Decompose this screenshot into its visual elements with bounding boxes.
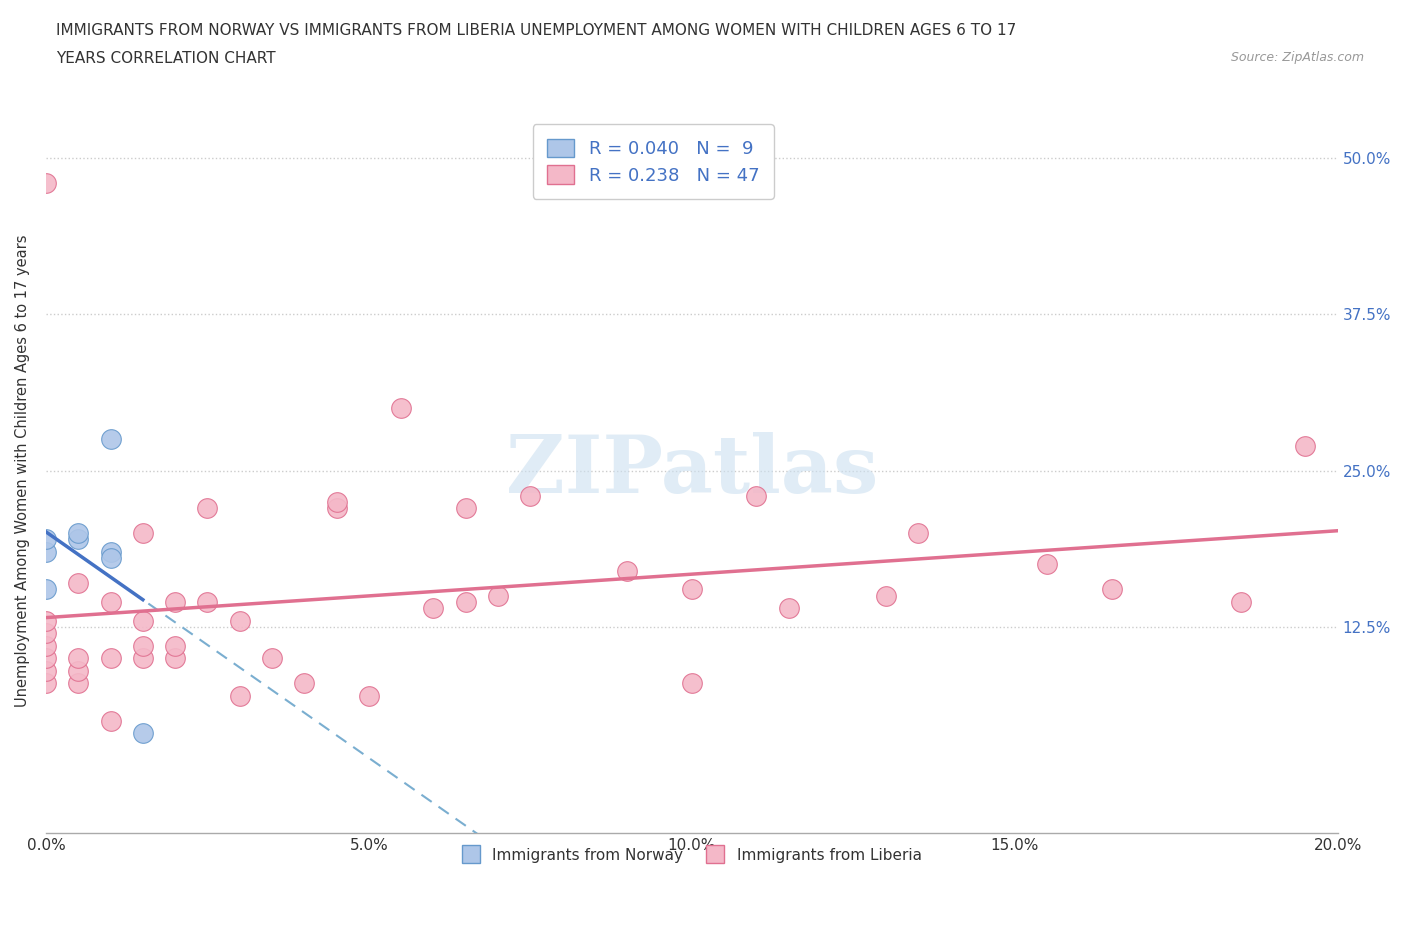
- Point: [519, 488, 541, 503]
- Point: [165, 594, 187, 609]
- Point: [486, 588, 509, 603]
- Point: [132, 725, 155, 740]
- Point: [454, 500, 477, 515]
- Text: Source: ZipAtlas.com: Source: ZipAtlas.com: [1230, 51, 1364, 64]
- Point: [197, 500, 219, 515]
- Point: [132, 525, 155, 540]
- Point: [35, 626, 58, 641]
- Point: [681, 582, 703, 597]
- Point: [67, 676, 90, 691]
- Legend: Immigrants from Norway, Immigrants from Liberia: Immigrants from Norway, Immigrants from …: [456, 842, 928, 869]
- Point: [1036, 557, 1059, 572]
- Point: [67, 576, 90, 591]
- Point: [67, 532, 90, 547]
- Point: [35, 651, 58, 666]
- Point: [422, 601, 444, 616]
- Point: [35, 663, 58, 678]
- Point: [1229, 594, 1251, 609]
- Point: [165, 651, 187, 666]
- Point: [100, 544, 122, 559]
- Point: [454, 594, 477, 609]
- Point: [100, 651, 122, 666]
- Point: [35, 532, 58, 547]
- Point: [35, 613, 58, 628]
- Point: [35, 638, 58, 653]
- Point: [67, 525, 90, 540]
- Y-axis label: Unemployment Among Women with Children Ages 6 to 17 years: Unemployment Among Women with Children A…: [15, 234, 30, 707]
- Point: [100, 594, 122, 609]
- Point: [778, 601, 800, 616]
- Point: [67, 651, 90, 666]
- Point: [132, 613, 155, 628]
- Point: [325, 500, 347, 515]
- Point: [1294, 438, 1316, 453]
- Point: [907, 525, 929, 540]
- Point: [35, 582, 58, 597]
- Point: [165, 638, 187, 653]
- Text: ZIPatlas: ZIPatlas: [506, 432, 877, 510]
- Point: [228, 613, 250, 628]
- Point: [132, 651, 155, 666]
- Point: [132, 638, 155, 653]
- Point: [197, 594, 219, 609]
- Text: YEARS CORRELATION CHART: YEARS CORRELATION CHART: [56, 51, 276, 66]
- Point: [325, 495, 347, 510]
- Point: [681, 676, 703, 691]
- Text: IMMIGRANTS FROM NORWAY VS IMMIGRANTS FROM LIBERIA UNEMPLOYMENT AMONG WOMEN WITH : IMMIGRANTS FROM NORWAY VS IMMIGRANTS FRO…: [56, 23, 1017, 38]
- Point: [357, 688, 380, 703]
- Point: [228, 688, 250, 703]
- Point: [1101, 582, 1123, 597]
- Point: [875, 588, 897, 603]
- Point: [745, 488, 768, 503]
- Point: [260, 651, 283, 666]
- Point: [389, 401, 412, 416]
- Point: [100, 713, 122, 728]
- Point: [100, 432, 122, 446]
- Point: [67, 663, 90, 678]
- Point: [292, 676, 315, 691]
- Point: [35, 544, 58, 559]
- Point: [100, 551, 122, 565]
- Point: [35, 676, 58, 691]
- Point: [35, 176, 58, 191]
- Point: [616, 564, 638, 578]
